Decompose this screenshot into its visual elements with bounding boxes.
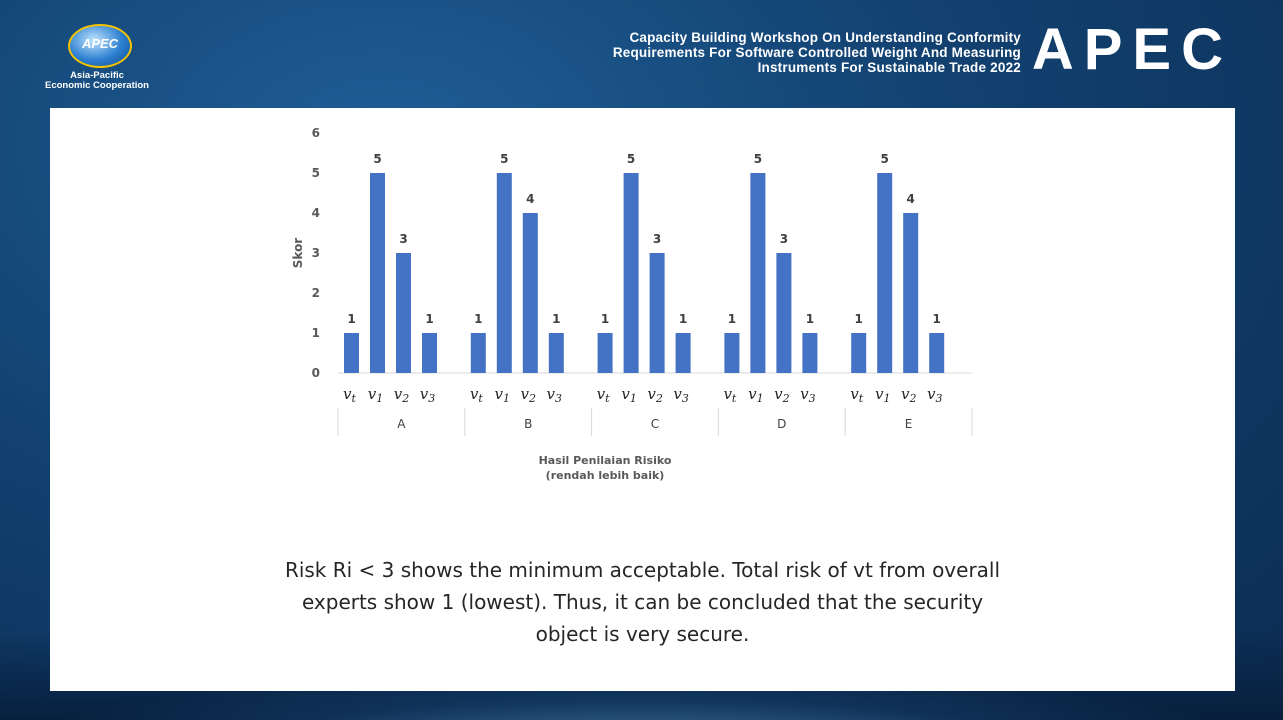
bar-value-label: 5 [881,152,889,166]
bar-value-label: 3 [653,232,661,246]
bar-category-label: v3 [420,385,435,405]
x-axis-label: Hasil Penilaian Risiko [539,454,672,467]
y-tick-label: 2 [312,286,320,300]
bar-category-label: v1 [368,385,383,405]
bar-value-label: 1 [347,312,355,326]
bar-category-label: v1 [621,385,636,405]
bar-category-label: v2 [394,385,409,405]
bar [522,213,538,373]
bar-value-label: 1 [933,312,941,326]
workshop-title-line-2: Requirements For Software Controlled Wei… [612,45,1021,60]
bar-category-label: v1 [495,385,510,405]
bar-category-label: vt [470,385,483,405]
bar [877,173,893,373]
caption-line-1: Risk Ri < 3 shows the minimum acceptable… [284,558,1001,582]
bar [370,173,385,373]
bar [649,253,665,373]
bar-value-label: 1 [855,312,863,326]
bar [750,173,766,373]
bar-value-label: 5 [754,152,762,166]
bar [903,213,919,373]
bar-value-label: 1 [601,312,609,326]
bar [675,333,691,373]
apec-logo: APEC Asia-Pacific Economic Cooperation [22,22,172,92]
bar [851,333,867,373]
logo-subtitle-line-2: Economic Cooperation [45,80,149,91]
bar [344,333,359,373]
group-label: E [905,417,913,431]
workshop-title: Capacity Building Workshop On Understand… [421,30,1021,75]
bar-category-label: v3 [673,385,688,405]
bar-category-label: v3 [800,385,815,405]
bar [396,253,411,373]
caption-line-2: experts show 1 (lowest). Thus, it can be… [301,590,984,614]
bar-category-label: v2 [901,385,916,405]
bar-value-label: 4 [526,192,534,206]
bar [422,333,437,373]
apec-brand-wordmark: APEC [1031,17,1233,82]
apec-logo-emblem: APEC [68,24,132,68]
bar [548,333,564,373]
group-label: D [777,417,786,431]
y-tick-label: 0 [312,366,320,380]
bar-category-label: v2 [647,385,662,405]
apec-logo-text: APEC [81,36,119,51]
bar-category-label: vt [597,385,610,405]
bar [623,173,639,373]
bar-category-label: vt [723,385,736,405]
bar [597,333,613,373]
y-tick-label: 6 [312,126,320,140]
bar-value-label: 4 [907,192,915,206]
workshop-title-line-3: Instruments For Sustainable Trade 2022 [757,60,1021,75]
bar-category-label: vt [343,385,356,405]
bar-category-label: v1 [875,385,890,405]
logo-subtitle-line-1: Asia-Pacific [70,70,124,81]
bar-value-label: 1 [679,312,687,326]
y-tick-label: 5 [312,166,320,180]
group-label: C [651,417,659,431]
conclusion-caption: Risk Ri < 3 shows the minimum acceptable… [50,554,1235,650]
bar-category-label: v3 [927,385,942,405]
workshop-title-line-1: Capacity Building Workshop On Understand… [629,30,1021,45]
bar-value-label: 3 [399,232,407,246]
group-label: B [524,417,532,431]
bar [776,253,792,373]
bar-category-label: vt [850,385,863,405]
bar [802,333,818,373]
bar-category-label: v3 [547,385,562,405]
y-axis-label: Skor [291,238,305,269]
content-panel: 0 1 2 3 4 5 6 Skor 1 vt 5 v1 3 v2 1 v3 A 1 vt 5 v1 4 v2 1 v3 B 1 vt… [50,108,1235,691]
bar-category-label: v2 [774,385,789,405]
bar-value-label: 1 [728,312,736,326]
bar [929,333,945,373]
bar [724,333,740,373]
y-tick-label: 3 [312,246,320,260]
caption-line-3: object is very secure. [535,622,750,646]
bar [470,333,486,373]
y-tick-label: 1 [312,326,320,340]
y-tick-label: 4 [312,206,320,220]
bar-value-label: 5 [373,152,381,166]
bar-value-label: 1 [806,312,814,326]
risk-score-chart: 0 1 2 3 4 5 6 Skor 1 vt 5 v1 3 v2 1 v3 A 1 vt 5 v1 4 v2 1 v3 B 1 vt… [291,126,973,482]
bar-category-label: v2 [521,385,536,405]
bar-value-label: 1 [425,312,433,326]
x-axis-label: (rendah lebih baik) [546,469,665,482]
bar-value-label: 5 [627,152,635,166]
bar-value-label: 1 [474,312,482,326]
bar-value-label: 3 [780,232,788,246]
bar-value-label: 5 [500,152,508,166]
bar-value-label: 1 [552,312,560,326]
bar-category-label: v1 [748,385,763,405]
bar [496,173,512,373]
group-label: A [397,417,406,431]
